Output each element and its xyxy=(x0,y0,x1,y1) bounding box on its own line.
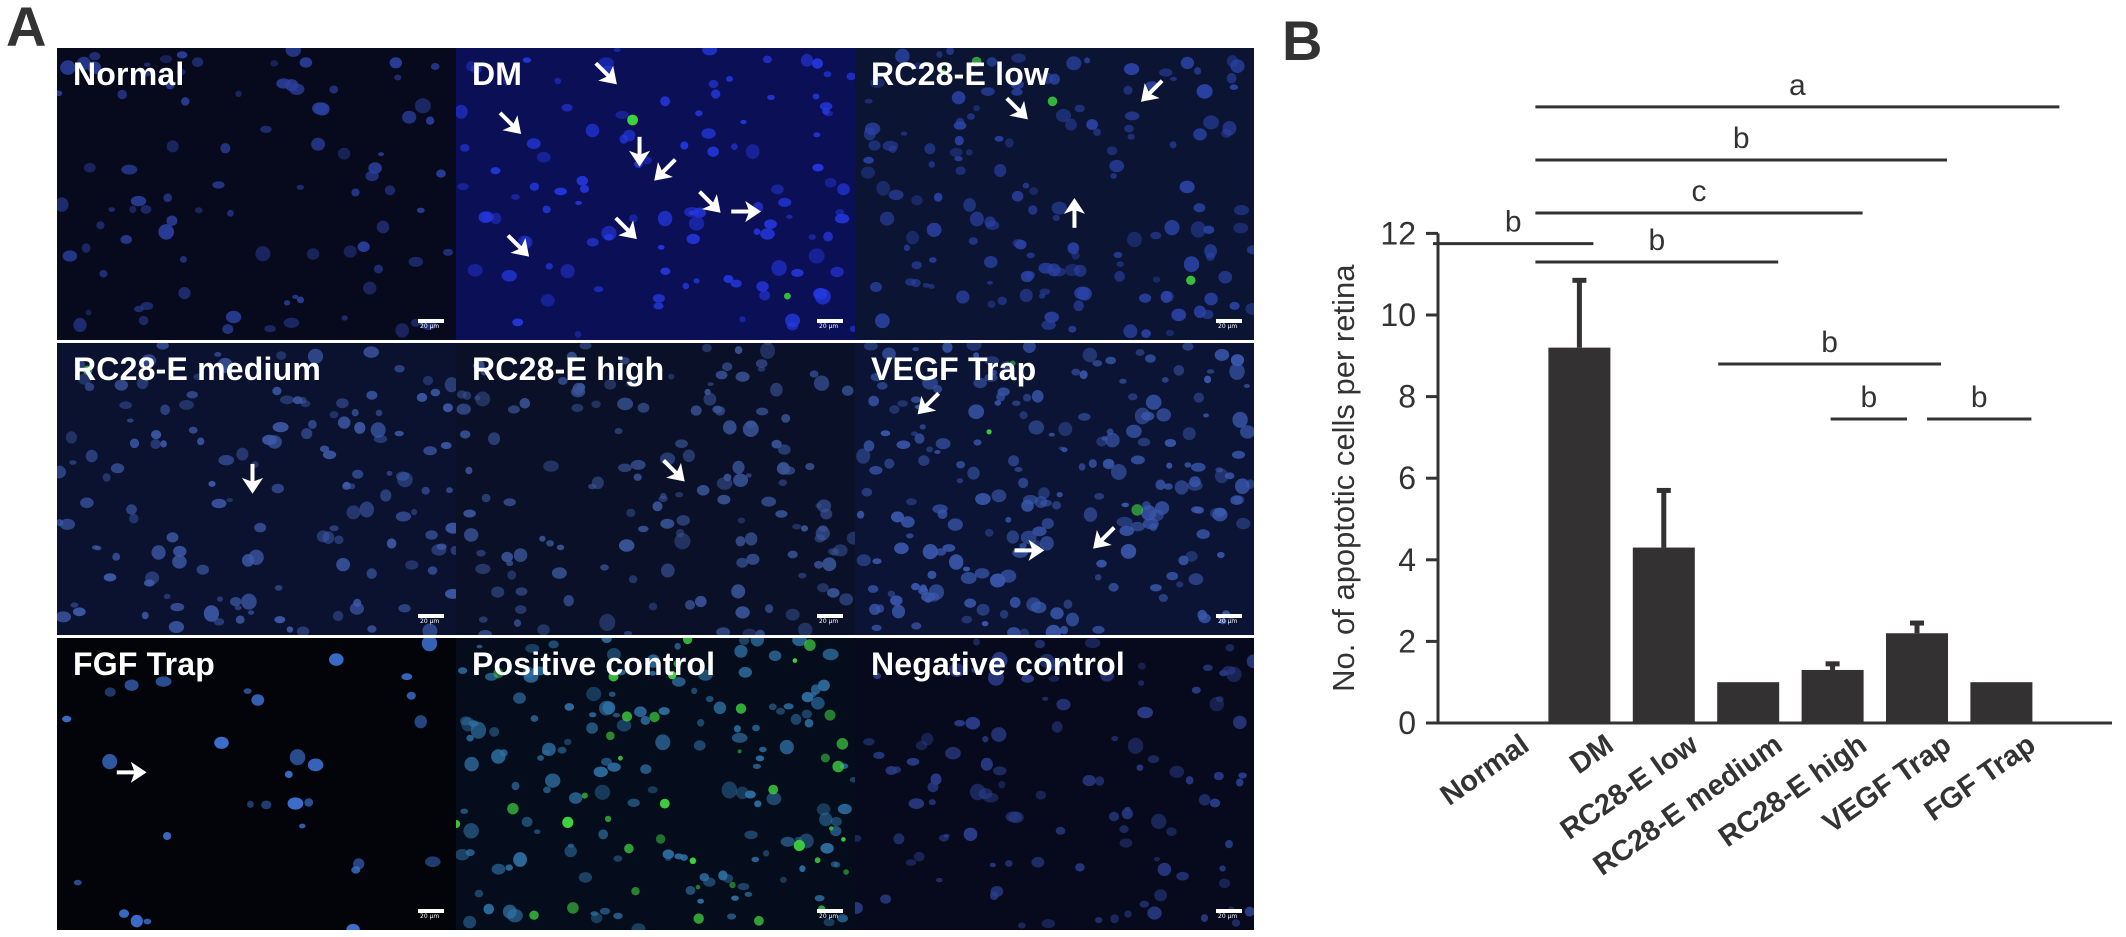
scale-bar-label: 20 µm xyxy=(1218,618,1238,625)
y-tick-label: 4 xyxy=(1398,542,1416,578)
significance-label: b xyxy=(1860,381,1877,414)
bar-rc28-e-medium xyxy=(1717,682,1780,723)
significance-label: c xyxy=(1692,175,1707,208)
bar-dm xyxy=(1548,347,1611,723)
scale-bar: 20 µm xyxy=(418,319,444,332)
white-arrow-icon xyxy=(662,459,685,482)
scale-bar: 20 µm xyxy=(1216,909,1242,922)
scale-bar: 20 µm xyxy=(1216,319,1242,332)
y-tick-label: 0 xyxy=(1398,705,1416,741)
scale-bar-label: 20 µm xyxy=(420,618,440,625)
micrograph-label: RC28-E medium xyxy=(73,351,321,387)
y-tick-label: 10 xyxy=(1380,297,1416,333)
significance-label: b xyxy=(1821,326,1838,359)
bar-chart: 0 2 4 6 8 10 12 No. of apoptotic cells per reti… xyxy=(1326,69,2112,882)
y-axis-label: No. of apoptotic cells per retina xyxy=(1326,264,1361,692)
significance-label: b xyxy=(1971,381,1988,414)
x-tick-label: Normal xyxy=(1435,729,1535,813)
bar-vegf-trap xyxy=(1886,633,1948,723)
micrograph-label: VEGF Trap xyxy=(871,351,1037,387)
scale-bar: 20 µm xyxy=(418,909,444,922)
white-arrow-icon xyxy=(731,200,762,223)
micrograph-label: RC28-E low xyxy=(871,56,1050,92)
scale-bar-label: 20 µm xyxy=(819,323,839,330)
significance-label: b xyxy=(1733,122,1750,155)
significance-label: a xyxy=(1789,69,1806,102)
white-arrow-icon xyxy=(654,158,677,181)
micrograph-dm: DM 20 µm xyxy=(456,48,855,340)
white-arrow-icon xyxy=(594,61,617,85)
micrograph-label: Negative control xyxy=(871,646,1125,682)
micrograph-normal: Normal 20 µm xyxy=(57,48,456,340)
scale-bar-label: 20 µm xyxy=(420,323,440,330)
scale-bar: 20 µm xyxy=(418,614,444,627)
micrograph-rc28-e-low: RC28-E low 20 µm xyxy=(855,48,1254,340)
panel-letter-b: B xyxy=(1282,9,1323,72)
scale-bar-label: 20 µm xyxy=(819,618,839,625)
y-tick-label: 12 xyxy=(1380,215,1416,251)
y-tick-label: 8 xyxy=(1398,379,1416,415)
scale-bar-label: 20 µm xyxy=(1218,913,1238,920)
y-tick-label: 2 xyxy=(1398,623,1416,659)
white-arrow-icon xyxy=(698,190,721,213)
scale-bar: 20 µm xyxy=(817,909,843,922)
scale-bar-label: 20 µm xyxy=(819,913,839,920)
white-arrow-icon xyxy=(1014,539,1045,561)
white-arrow-icon xyxy=(1141,79,1164,102)
micrograph-label: Positive control xyxy=(472,646,716,682)
scale-bar: 20 µm xyxy=(817,319,843,332)
scale-bar-label: 20 µm xyxy=(420,913,440,920)
white-arrow-icon xyxy=(1063,198,1086,228)
white-arrow-icon xyxy=(917,391,941,415)
micrograph-positive-control: Positive control 20 µm xyxy=(456,638,855,930)
significance-label: b xyxy=(1505,206,1522,239)
bar-fgf-trap xyxy=(1970,682,2033,723)
white-arrow-icon xyxy=(498,111,522,134)
panel-letter-a: A xyxy=(6,0,47,58)
micrograph-label: RC28-E high xyxy=(472,351,665,387)
white-arrow-icon xyxy=(116,761,147,783)
scale-bar-label: 20 µm xyxy=(1218,323,1238,330)
white-arrow-icon xyxy=(1005,96,1028,120)
significance-label: b xyxy=(1648,224,1665,257)
x-tick-label: DM xyxy=(1564,729,1619,781)
bar-rc28-e-low xyxy=(1632,547,1695,723)
micrograph-vegf-trap: VEGF Trap 20 µm xyxy=(855,343,1254,635)
white-arrow-icon xyxy=(241,463,264,494)
micrograph-label: FGF Trap xyxy=(73,646,216,682)
scale-bar: 20 µm xyxy=(817,614,843,627)
bar-rc28-e-high xyxy=(1801,669,1864,723)
micrograph-rc28-e-high: RC28-E high 20 µm xyxy=(456,343,855,635)
micrograph-label: DM xyxy=(472,56,523,92)
white-arrow-icon xyxy=(506,234,530,257)
micrograph-negative-control: Negative control 20 µm xyxy=(855,638,1254,930)
white-arrow-icon xyxy=(1093,526,1116,549)
micrograph-fgf-trap: FGF Trap 20 µm xyxy=(57,638,456,930)
white-arrow-icon xyxy=(628,136,651,167)
scale-bar: 20 µm xyxy=(1216,614,1242,627)
micrograph-label: Normal xyxy=(73,56,185,92)
micrograph-rc28-e-medium: RC28-E medium 20 µm xyxy=(57,343,456,635)
y-tick-label: 6 xyxy=(1398,460,1416,496)
white-arrow-icon xyxy=(614,216,637,240)
